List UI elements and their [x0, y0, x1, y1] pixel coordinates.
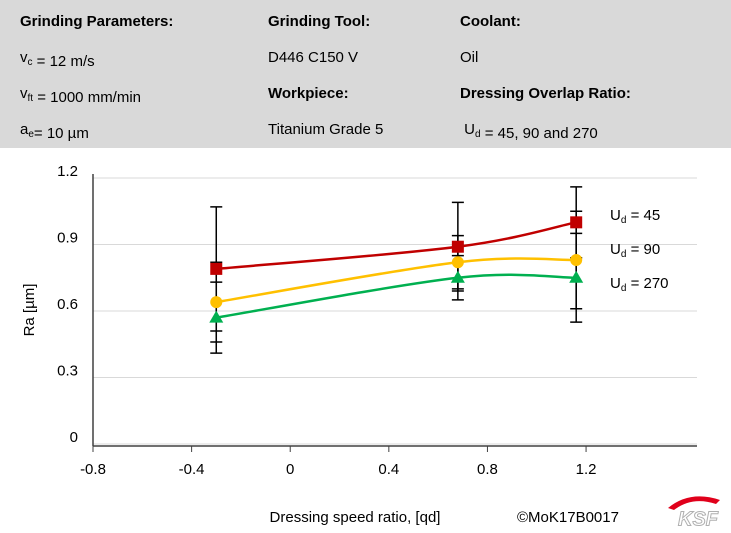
y-tick-label: 0: [70, 429, 78, 446]
header-text: Titanium Grade 5: [268, 121, 383, 138]
header-cell: vft = 1000 mm/min: [20, 85, 141, 106]
x-tick-label: 0.4: [378, 461, 399, 478]
header-cell: Titanium Grade 5: [268, 121, 383, 138]
header-text: = 12 m/s: [33, 53, 95, 70]
marker: [570, 254, 583, 267]
series-line: [216, 273, 577, 319]
header-text: v: [20, 49, 28, 66]
y-tick-label: 0.6: [57, 296, 78, 313]
marker: [570, 216, 583, 229]
marker: [451, 256, 464, 269]
header-text: = 1000 mm/min: [33, 89, 141, 106]
marker: [210, 262, 223, 275]
header-cell: Grinding Parameters:: [20, 13, 173, 30]
legend-label: Ud = 90: [610, 241, 660, 260]
x-tick-label: -0.4: [179, 461, 205, 478]
header-text: U: [460, 121, 475, 138]
x-tick-label: 1.2: [576, 461, 597, 478]
x-tick-label: 0.8: [477, 461, 498, 478]
header-text: Oil: [460, 49, 478, 66]
marker: [210, 296, 223, 309]
logo-swoosh: [668, 496, 720, 510]
series-line: [216, 257, 577, 304]
header-cell: vc = 12 m/s: [20, 49, 95, 70]
y-tick-label: 0.9: [57, 229, 78, 246]
legend-label: Ud = 45: [610, 207, 660, 226]
header-cell: Dressing Overlap Ratio:: [460, 85, 631, 102]
header-subscript: ft: [28, 93, 34, 104]
header-text: Grinding Tool:: [268, 13, 370, 30]
header-text: a: [20, 121, 29, 138]
y-tick-label: 0.3: [57, 362, 78, 379]
marker: [209, 310, 224, 323]
header-subscript: d: [475, 129, 481, 140]
header-background: [0, 0, 731, 148]
y-axis-label: Ra [µm]: [21, 284, 38, 337]
header-text: = 45, 90 and 270: [481, 125, 598, 142]
header-text: v: [20, 85, 28, 102]
x-tick-label: -0.8: [80, 461, 106, 478]
header-cell: Coolant:: [460, 13, 521, 30]
x-axis-label: Dressing speed ratio, [qd]: [270, 509, 441, 526]
footer-copyright: ©MoK17B0017: [517, 509, 619, 526]
header-cell: D446 C150 V: [268, 49, 358, 66]
header-cell: Workpiece:: [268, 85, 349, 102]
header-cell: ae= 10 µm: [20, 121, 89, 142]
header-cell: Grinding Tool:: [268, 13, 370, 30]
header-cell: Oil: [460, 49, 478, 66]
header-cell: Ud = 45, 90 and 270: [460, 121, 598, 142]
header-subscript: c: [28, 57, 33, 68]
logo: KSF: [678, 508, 719, 530]
marker: [569, 270, 584, 283]
x-tick-label: 0: [286, 461, 294, 478]
header-text: Dressing Overlap Ratio:: [460, 85, 631, 102]
header-text: D446 C150 V: [268, 49, 358, 66]
y-tick-label: 1.2: [57, 163, 78, 180]
legend-label: Ud = 270: [610, 275, 669, 294]
header-text: Workpiece:: [268, 85, 349, 102]
marker: [451, 240, 464, 253]
series-line: [216, 221, 577, 271]
header-text: = 10 µm: [34, 125, 89, 142]
header-text: Grinding Parameters:: [20, 13, 173, 30]
header-text: Coolant:: [460, 13, 521, 30]
header-subscript: e: [28, 129, 34, 140]
marker: [450, 270, 465, 283]
